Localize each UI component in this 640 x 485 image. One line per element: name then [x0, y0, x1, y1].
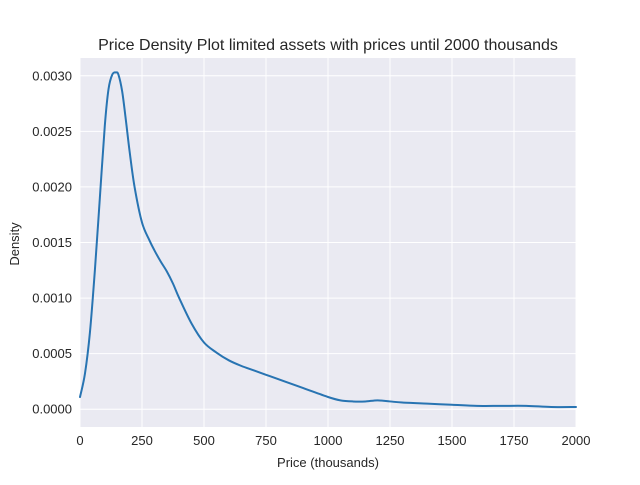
y-tick-label: 0.0005	[32, 346, 72, 361]
y-tick-label: 0.0030	[32, 68, 72, 83]
y-tick-label: 0.0020	[32, 179, 72, 194]
x-tick-label: 1750	[500, 433, 529, 448]
x-tick-label: 500	[193, 433, 215, 448]
x-axis-label: Price (thousands)	[277, 455, 379, 470]
chart-title: Price Density Plot limited assets with p…	[98, 37, 558, 54]
x-tick-label: 2000	[562, 433, 591, 448]
y-tick-label: 0.0015	[32, 235, 72, 250]
y-tick-label: 0.0025	[32, 124, 72, 139]
y-tick-label: 0.0000	[32, 402, 72, 417]
x-tick-label: 1500	[438, 433, 467, 448]
x-tick-label: 1250	[376, 433, 405, 448]
x-tick-label: 750	[255, 433, 277, 448]
x-tick-label: 0	[76, 433, 83, 448]
x-tick-label: 1000	[314, 433, 343, 448]
density-line	[79, 71, 577, 409]
y-axis-label: Density	[7, 222, 22, 266]
x-tick-label: 250	[131, 433, 153, 448]
y-tick-label: 0.0010	[32, 291, 72, 306]
